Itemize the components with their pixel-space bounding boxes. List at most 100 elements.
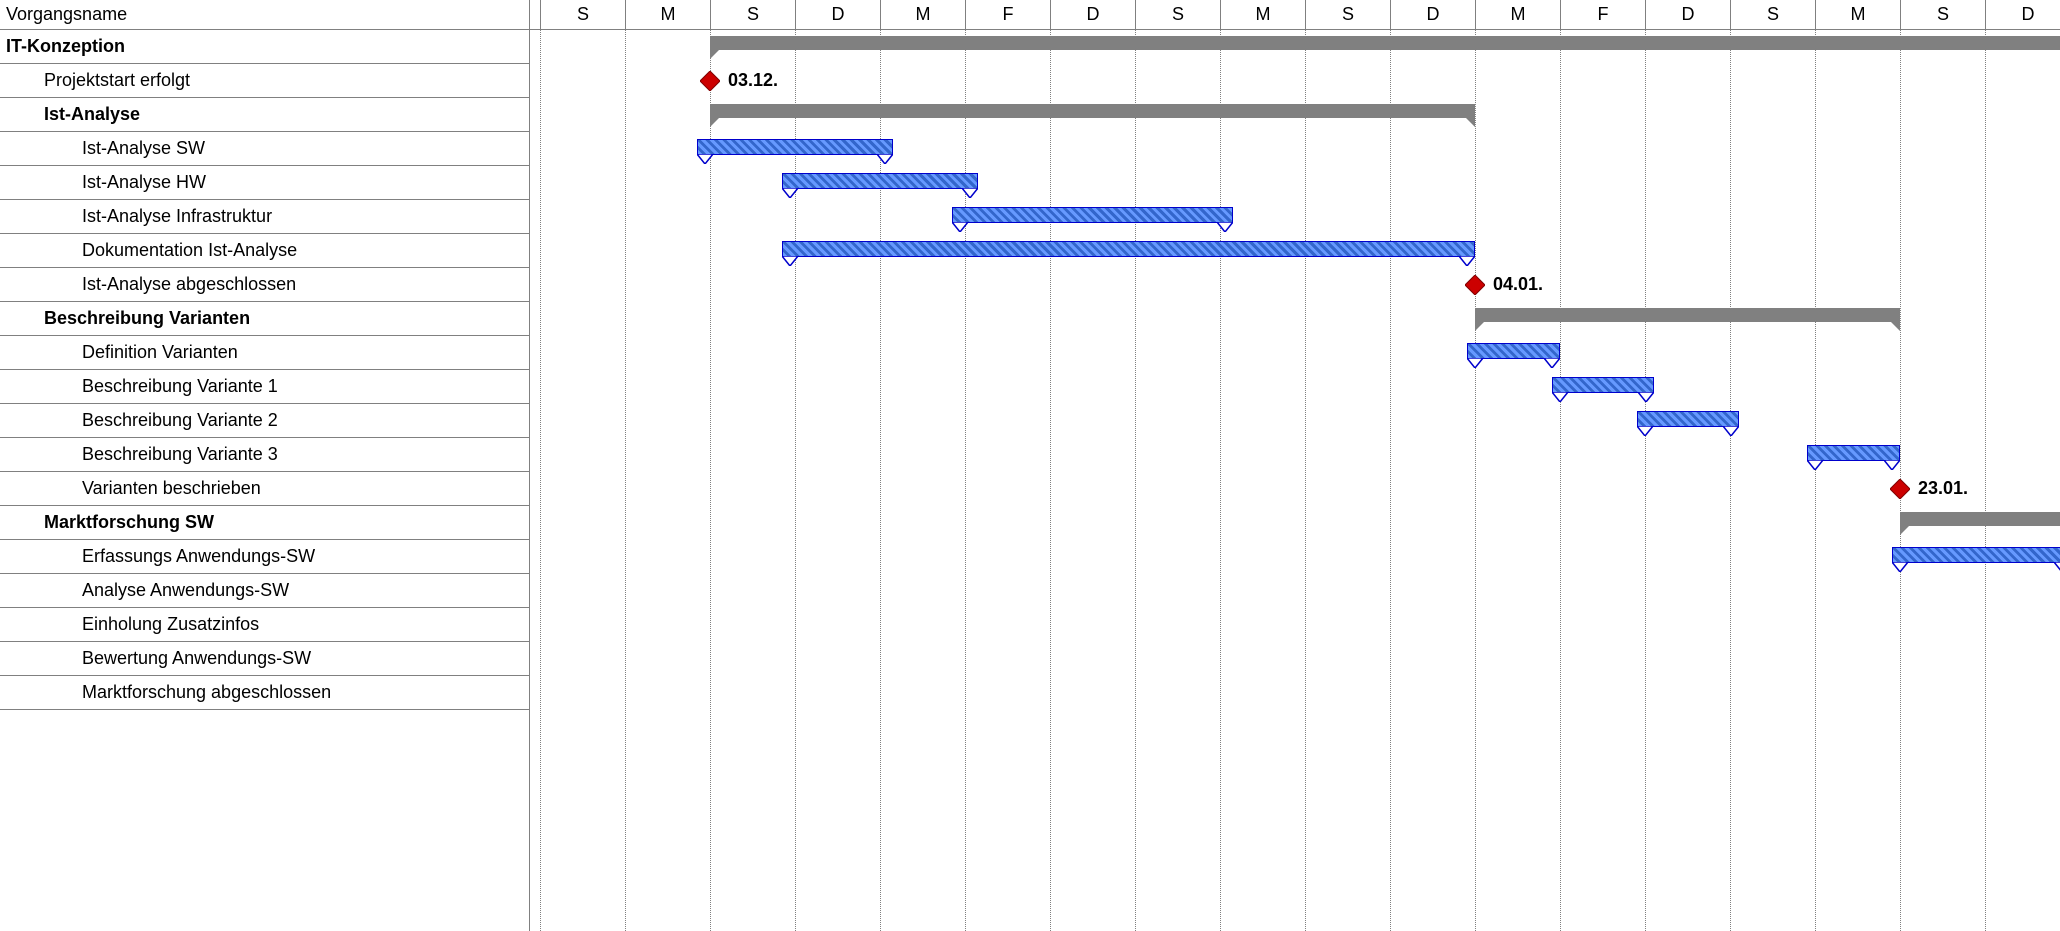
milestone-diamond-icon[interactable] bbox=[1465, 275, 1485, 295]
task-label: Definition Varianten bbox=[82, 342, 238, 363]
task-rows-container: IT-Konzeption Projektstart erfolgt Ist-Ana… bbox=[0, 30, 529, 710]
task-row[interactable]: Beschreibung Variante 3 bbox=[0, 438, 529, 472]
milestone-label: 03.12. bbox=[728, 70, 778, 91]
task-bar-end-marker bbox=[1723, 426, 1739, 436]
milestone-label: 04.01. bbox=[1493, 274, 1543, 295]
task-bar[interactable] bbox=[1807, 445, 1901, 461]
task-label: Marktforschung abgeschlossen bbox=[82, 682, 331, 703]
summary-bar[interactable] bbox=[710, 104, 1475, 118]
task-bar-start-marker bbox=[1637, 426, 1653, 436]
gantt-chart-body: 03.12.04.01.23.01. bbox=[530, 30, 2060, 931]
task-label: Ist-Analyse abgeschlossen bbox=[82, 274, 296, 295]
task-bar[interactable] bbox=[782, 173, 978, 189]
timeline-column-header: D bbox=[1050, 0, 1135, 29]
task-bar-start-marker bbox=[1892, 562, 1908, 572]
task-row[interactable]: Ist-Analyse Infrastruktur bbox=[0, 200, 529, 234]
gridline-vertical bbox=[1305, 30, 1306, 931]
summary-bar[interactable] bbox=[1475, 308, 1900, 322]
gridline-vertical bbox=[710, 30, 711, 931]
task-label: Beschreibung Variante 1 bbox=[82, 376, 278, 397]
gridline-vertical bbox=[1390, 30, 1391, 931]
task-row[interactable]: Beschreibung Variante 1 bbox=[0, 370, 529, 404]
task-row[interactable]: Ist-Analyse HW bbox=[0, 166, 529, 200]
task-row[interactable]: Ist-Analyse SW bbox=[0, 132, 529, 166]
task-row[interactable]: Einholung Zusatzinfos bbox=[0, 608, 529, 642]
task-label: Erfassungs Anwendungs-SW bbox=[82, 546, 315, 567]
task-label: Ist-Analyse Infrastruktur bbox=[82, 206, 272, 227]
gridline-vertical bbox=[1815, 30, 1816, 931]
task-bar-end-marker bbox=[1459, 256, 1475, 266]
task-label: Einholung Zusatzinfos bbox=[82, 614, 259, 635]
task-row[interactable]: Beschreibung Varianten bbox=[0, 302, 529, 336]
task-row[interactable]: Varianten beschrieben bbox=[0, 472, 529, 506]
summary-bar[interactable] bbox=[710, 36, 2060, 50]
task-row[interactable]: Marktforschung SW bbox=[0, 506, 529, 540]
timeline-column-header: F bbox=[1560, 0, 1645, 29]
gridline-vertical bbox=[795, 30, 796, 931]
task-bar[interactable] bbox=[1467, 343, 1561, 359]
timeline-column-header: F bbox=[965, 0, 1050, 29]
task-label: Ist-Analyse HW bbox=[82, 172, 206, 193]
milestone-diamond-icon[interactable] bbox=[700, 71, 720, 91]
task-row[interactable]: Beschreibung Variante 2 bbox=[0, 404, 529, 438]
timeline-column-header: M bbox=[1220, 0, 1305, 29]
task-bar-start-marker bbox=[1807, 460, 1823, 470]
gridline-vertical bbox=[880, 30, 881, 931]
task-bar[interactable] bbox=[952, 207, 1233, 223]
task-list-header: Vorgangsname bbox=[0, 0, 529, 30]
task-label: Analyse Anwendungs-SW bbox=[82, 580, 289, 601]
task-bar-end-marker bbox=[2054, 562, 2060, 572]
gridline-vertical bbox=[1645, 30, 1646, 931]
task-label: Ist-Analyse SW bbox=[82, 138, 205, 159]
timeline-column-header: S bbox=[1305, 0, 1390, 29]
task-row[interactable]: Erfassungs Anwendungs-SW bbox=[0, 540, 529, 574]
task-bar-start-marker bbox=[1467, 358, 1483, 368]
task-bar-end-marker bbox=[1544, 358, 1560, 368]
timeline-column-header: D bbox=[795, 0, 880, 29]
timeline-column-header: D bbox=[1985, 0, 2060, 29]
gantt-wrapper: Vorgangsname IT-Konzeption Projektstart e… bbox=[0, 0, 2060, 931]
task-bar-start-marker bbox=[782, 188, 798, 198]
gridline-vertical bbox=[540, 30, 541, 931]
gridline-vertical bbox=[1475, 30, 1476, 931]
gridline-vertical bbox=[965, 30, 966, 931]
task-row[interactable]: IT-Konzeption bbox=[0, 30, 529, 64]
task-label: Varianten beschrieben bbox=[82, 478, 261, 499]
timeline-column-header: M bbox=[1815, 0, 1900, 29]
task-label: Marktforschung SW bbox=[44, 512, 214, 533]
task-row[interactable]: Dokumentation Ist-Analyse bbox=[0, 234, 529, 268]
task-label: Ist-Analyse bbox=[44, 104, 140, 125]
timeline-column-header: S bbox=[540, 0, 625, 29]
task-bar[interactable] bbox=[697, 139, 893, 155]
gridline-vertical bbox=[1985, 30, 1986, 931]
task-label: IT-Konzeption bbox=[6, 36, 125, 57]
timeline-column-header: M bbox=[880, 0, 965, 29]
task-row[interactable]: Analyse Anwendungs-SW bbox=[0, 574, 529, 608]
timeline-column-header: S bbox=[710, 0, 795, 29]
gridline-vertical bbox=[1730, 30, 1731, 931]
task-row[interactable]: Ist-Analyse bbox=[0, 98, 529, 132]
task-bar[interactable] bbox=[782, 241, 1475, 257]
summary-bar[interactable] bbox=[1900, 512, 2060, 526]
task-bar[interactable] bbox=[1552, 377, 1654, 393]
task-row[interactable]: Marktforschung abgeschlossen bbox=[0, 676, 529, 710]
task-bar-end-marker bbox=[1638, 392, 1654, 402]
task-row[interactable]: Ist-Analyse abgeschlossen bbox=[0, 268, 529, 302]
gridline-vertical bbox=[1050, 30, 1051, 931]
task-bar-end-marker bbox=[1217, 222, 1233, 232]
timeline-column-header: S bbox=[1135, 0, 1220, 29]
task-list-panel: Vorgangsname IT-Konzeption Projektstart e… bbox=[0, 0, 530, 931]
task-label: Beschreibung Varianten bbox=[44, 308, 250, 329]
task-row[interactable]: Projektstart erfolgt bbox=[0, 64, 529, 98]
task-bar[interactable] bbox=[1892, 547, 2060, 563]
task-row[interactable]: Definition Varianten bbox=[0, 336, 529, 370]
milestone-diamond-icon[interactable] bbox=[1890, 479, 1910, 499]
task-row[interactable]: Bewertung Anwendungs-SW bbox=[0, 642, 529, 676]
task-bar-start-marker bbox=[697, 154, 713, 164]
task-label: Beschreibung Variante 3 bbox=[82, 444, 278, 465]
task-bar-start-marker bbox=[1552, 392, 1568, 402]
task-bar[interactable] bbox=[1637, 411, 1739, 427]
task-bar-end-marker bbox=[962, 188, 978, 198]
timeline-column-header: S bbox=[1900, 0, 1985, 29]
task-label: Beschreibung Variante 2 bbox=[82, 410, 278, 431]
